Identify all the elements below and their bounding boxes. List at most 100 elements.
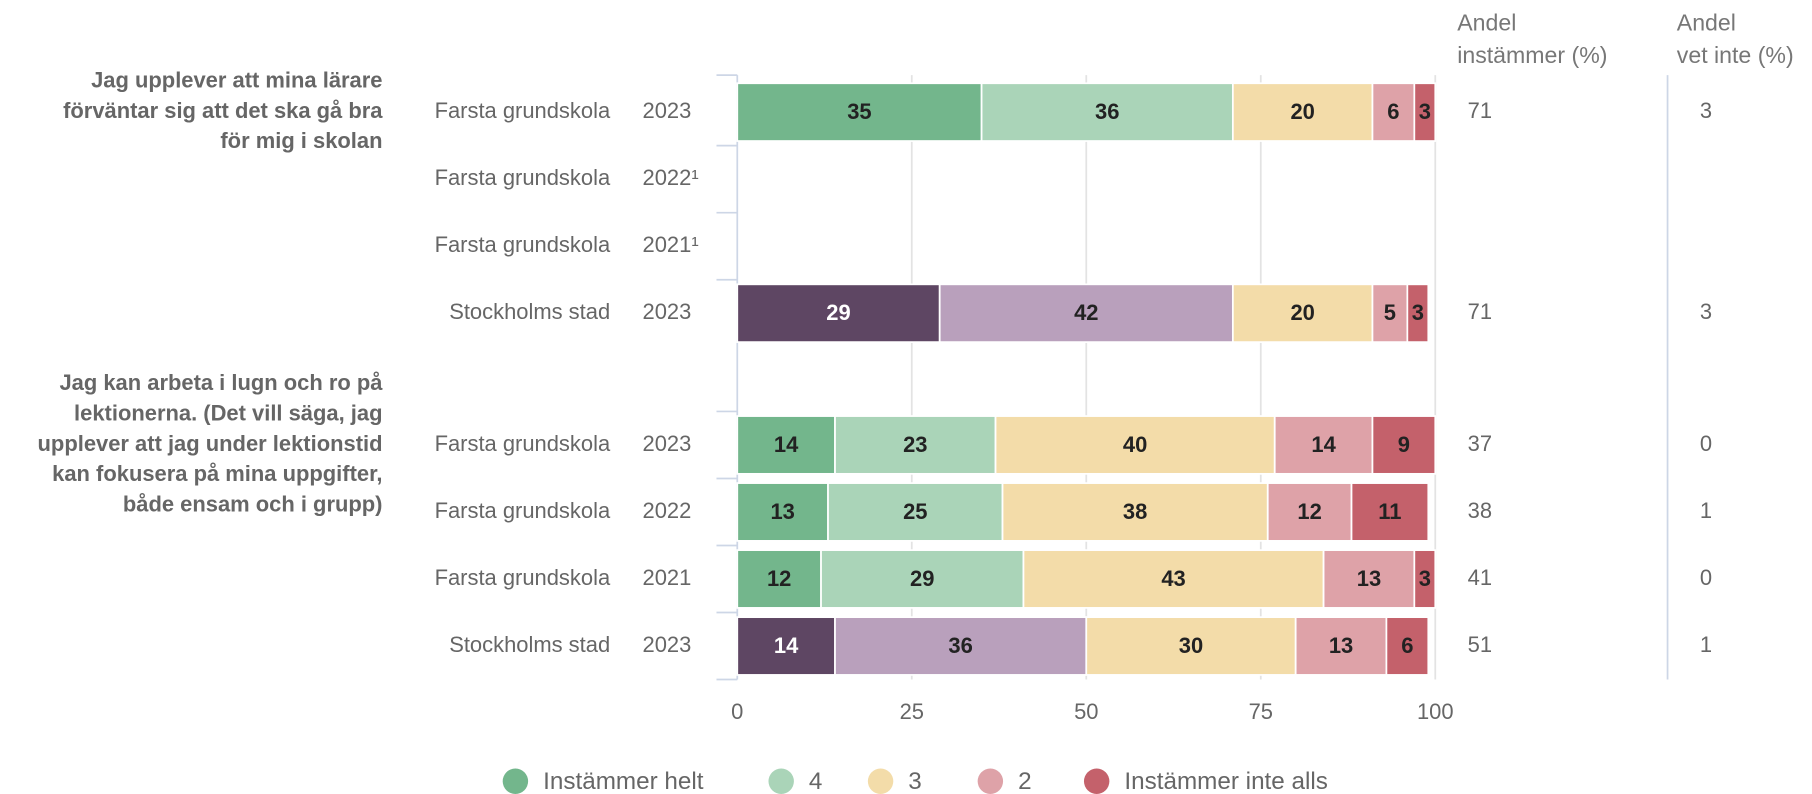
bar-segment <box>1413 82 1437 142</box>
column-header: Andel <box>1677 9 1736 35</box>
x-tick-label: 0 <box>731 699 743 724</box>
legend-marker <box>867 768 894 794</box>
bar-segment <box>834 415 997 475</box>
legend-marker <box>768 768 794 794</box>
row-label: Farsta grundskola <box>435 498 611 523</box>
column-value: 71 <box>1468 299 1492 324</box>
bar-segment <box>820 549 1025 609</box>
bar-segment <box>1001 482 1269 542</box>
bar-segment <box>1413 549 1437 609</box>
bar-segment <box>1022 549 1325 609</box>
row-year: 2022 <box>643 498 692 523</box>
column-value: 37 <box>1468 431 1492 456</box>
value-label: 11 <box>1378 499 1401 524</box>
row-year: 2023 <box>643 299 692 324</box>
bar-segment <box>834 616 1088 676</box>
legend-label: Instämmer helt <box>543 768 704 794</box>
value-label: 43 <box>1161 566 1185 591</box>
column-value: 1 <box>1700 498 1712 523</box>
bar-segment <box>1406 283 1430 343</box>
bar-segment <box>1371 415 1437 475</box>
value-label: 29 <box>826 300 850 325</box>
value-label: 30 <box>1179 633 1203 658</box>
question-label: Jag upplever att mina lärare <box>91 68 382 93</box>
row-label: Farsta grundskola <box>435 431 611 456</box>
row-year: 2023 <box>643 632 692 657</box>
bar-segment <box>1266 482 1353 542</box>
legend-marker <box>1083 768 1110 794</box>
value-label: 6 <box>1401 633 1413 658</box>
row-label: Farsta grundskola <box>435 165 611 190</box>
row-label: Farsta grundskola <box>435 232 611 257</box>
row-label: Farsta grundskola <box>435 98 611 123</box>
value-label: 6 <box>1387 99 1399 124</box>
column-value: 3 <box>1700 98 1712 123</box>
bar-segment <box>994 415 1276 475</box>
bar-segment <box>736 616 836 676</box>
value-label: 5 <box>1384 300 1396 325</box>
bar-segment <box>938 283 1234 343</box>
column-value: 41 <box>1468 565 1492 590</box>
column-value: 3 <box>1700 299 1712 324</box>
legend-label: Instämmer inte alls <box>1124 768 1328 794</box>
column-value: 0 <box>1700 431 1712 456</box>
x-tick-label: 50 <box>1074 699 1098 724</box>
legend-marker <box>502 768 529 794</box>
column-header: Andel <box>1457 9 1516 35</box>
value-label: 3 <box>1419 99 1431 124</box>
bar-segment <box>1350 482 1430 542</box>
legend-marker <box>977 768 1004 794</box>
value-label: 35 <box>847 99 871 124</box>
bar-segment <box>736 482 829 542</box>
row-year: 2021¹ <box>643 232 699 257</box>
value-label: 14 <box>1311 432 1336 457</box>
question-label: lektionerna. (Det vill säga, jag <box>74 400 382 425</box>
column-value: 38 <box>1468 498 1492 523</box>
value-label: 13 <box>1329 633 1353 658</box>
value-label: 12 <box>767 566 791 591</box>
value-label: 20 <box>1290 300 1314 325</box>
question-label: för mig i skolan <box>220 128 382 153</box>
x-tick-label: 100 <box>1417 699 1454 724</box>
bar-segment <box>1371 283 1409 343</box>
value-label: 13 <box>770 499 794 524</box>
x-tick-label: 25 <box>900 699 924 724</box>
column-value: 51 <box>1468 632 1492 657</box>
value-label: 42 <box>1074 300 1098 325</box>
row-year: 2021 <box>643 565 692 590</box>
question-label: Jag kan arbeta i lugn och ro på <box>59 370 383 395</box>
row-label: Stockholms stad <box>449 299 610 324</box>
value-label: 9 <box>1398 432 1410 457</box>
question-label: kan fokusera på mina uppgifter, <box>52 461 382 486</box>
value-label: 25 <box>903 499 927 524</box>
value-label: 3 <box>1412 300 1424 325</box>
bar-segment <box>1231 82 1374 142</box>
column-value: 1 <box>1700 632 1712 657</box>
value-label: 14 <box>774 432 799 457</box>
bar-segment <box>1385 616 1430 676</box>
column-header: instämmer (%) <box>1457 42 1607 68</box>
bar-segment <box>1231 283 1374 343</box>
row-label: Stockholms stad <box>449 632 610 657</box>
row-year: 2023 <box>643 431 692 456</box>
column-value: 71 <box>1468 98 1492 123</box>
bar-segment <box>1322 549 1416 609</box>
row-year: 2023 <box>643 98 692 123</box>
value-label: 13 <box>1357 566 1381 591</box>
question-label: både ensam och i grupp) <box>123 491 383 516</box>
value-label: 12 <box>1297 499 1321 524</box>
value-label: 23 <box>903 432 927 457</box>
question-label: upplever att jag under lektionstid <box>38 431 383 456</box>
value-label: 14 <box>774 633 799 658</box>
bar-segment <box>736 549 822 609</box>
column-value: 0 <box>1700 565 1712 590</box>
value-label: 36 <box>948 633 972 658</box>
value-label: 40 <box>1123 432 1147 457</box>
legend-label: 2 <box>1018 768 1032 794</box>
x-tick-label: 75 <box>1249 699 1273 724</box>
column-header: vet inte (%) <box>1677 42 1794 68</box>
bar-segment <box>1085 616 1297 676</box>
value-label: 3 <box>1419 566 1431 591</box>
value-label: 38 <box>1123 499 1147 524</box>
